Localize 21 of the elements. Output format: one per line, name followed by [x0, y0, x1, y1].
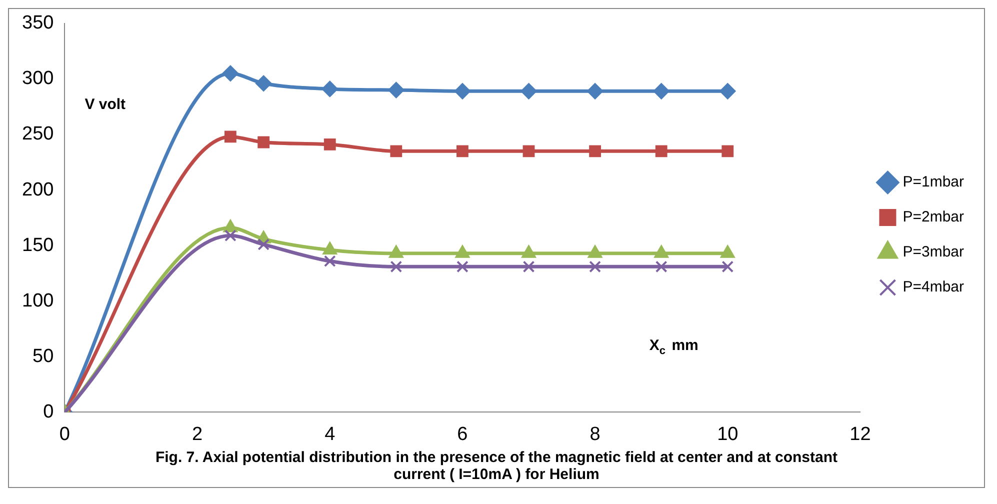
y-tick-label: 0 — [43, 401, 54, 422]
x-tick-label: 0 — [59, 424, 70, 445]
x-tick-label: 6 — [457, 424, 468, 445]
x-tick-label: 10 — [717, 424, 738, 445]
y-axis-title: V volt — [84, 96, 126, 114]
y-tick-label: 50 — [32, 346, 54, 367]
y-tick-label: 100 — [22, 290, 54, 312]
y-tick-label: 300 — [22, 68, 54, 90]
legend-label: P=1mbar — [902, 174, 964, 191]
x-tick-label: 2 — [192, 424, 203, 445]
x-tick-label: 8 — [590, 424, 600, 445]
x-tick-label: 4 — [324, 424, 336, 445]
y-tick-label: 350 — [22, 12, 54, 34]
x-tick-label: 12 — [850, 424, 871, 445]
y-tick-label: 150 — [22, 234, 54, 256]
legend-label: P=2mbar — [902, 208, 964, 226]
text: Fig. 7. Axial potential distribution in the presence of the magnetic field at center and at constant current ( I=10mA ) for Helium — [154, 449, 839, 485]
legend-label: P=3mbar — [902, 244, 964, 261]
legend-label: P=4mbar — [902, 278, 964, 296]
y-tick-label: 200 — [22, 179, 54, 200]
y-tick-label: 250 — [22, 124, 54, 145]
